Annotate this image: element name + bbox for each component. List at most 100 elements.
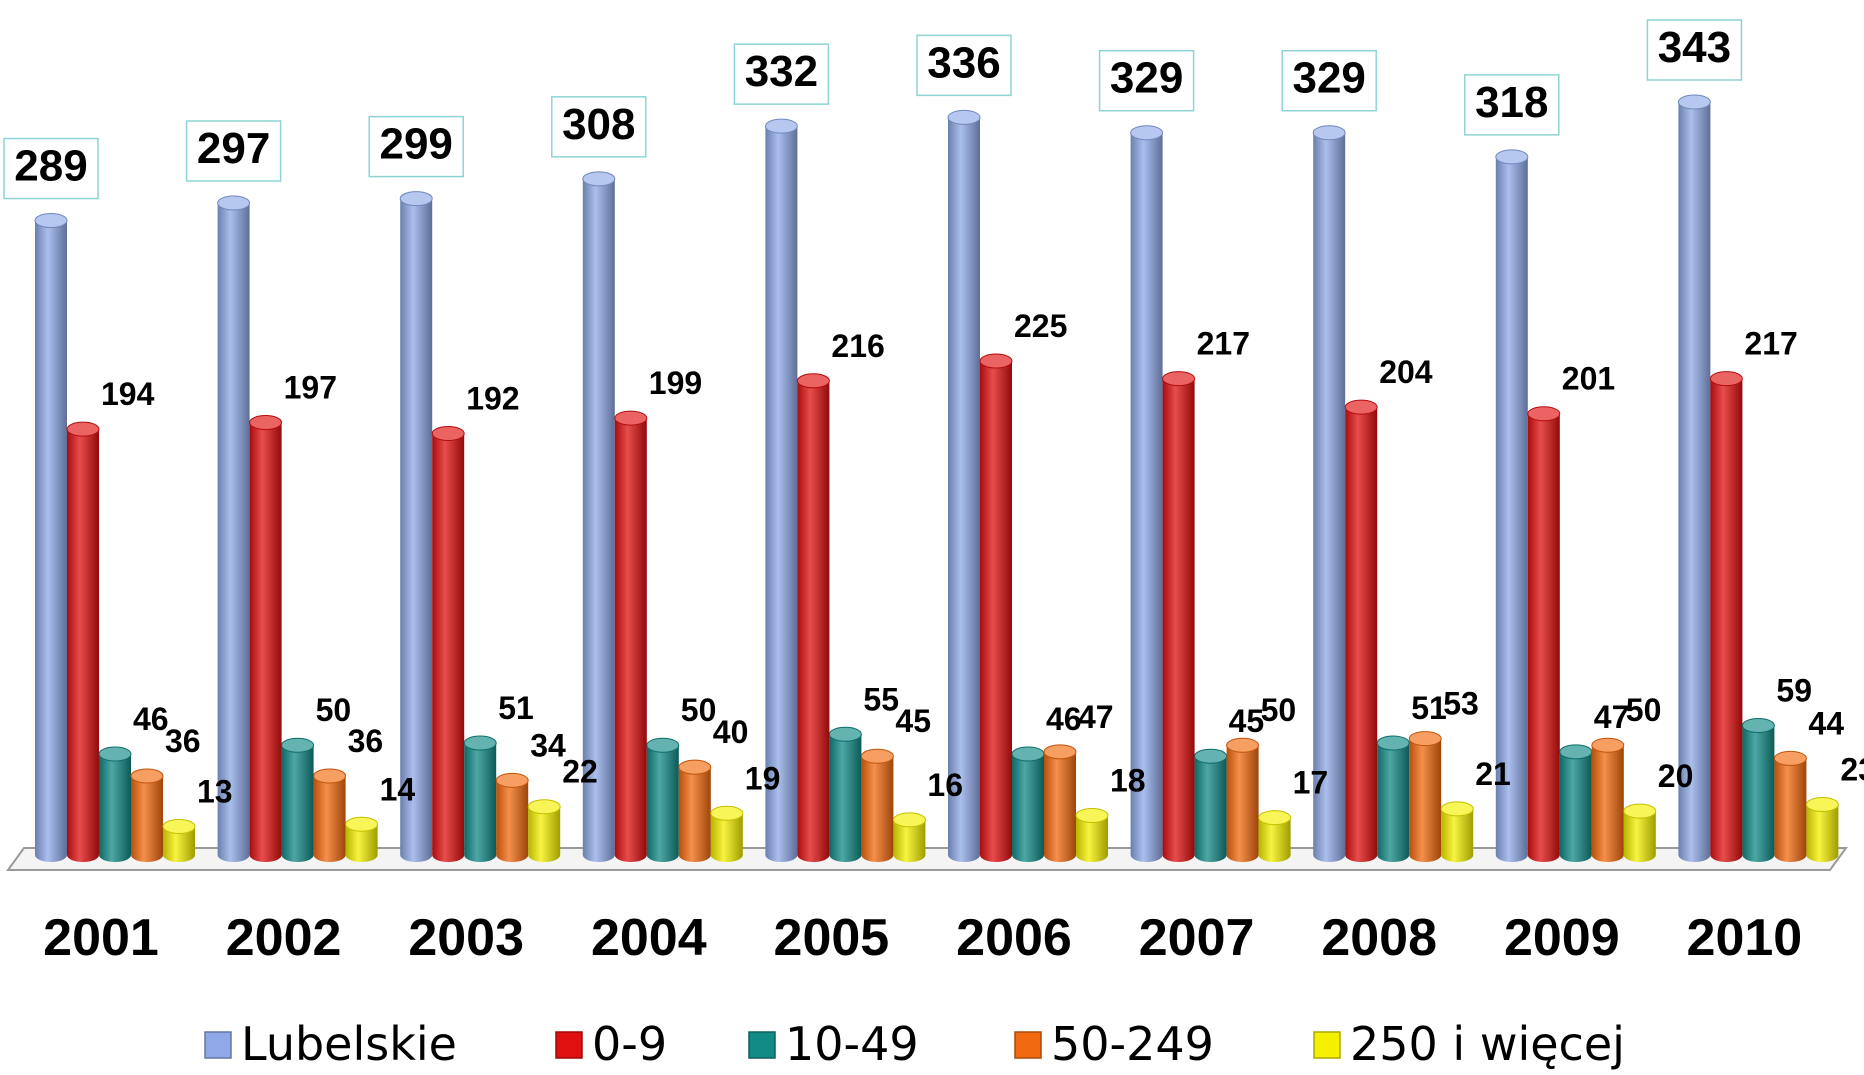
- bar-body: [1495, 156, 1528, 863]
- bar-cap: [1495, 149, 1529, 165]
- bar-0-9-2004: [614, 410, 648, 862]
- bar-body: [1806, 804, 1839, 862]
- bar-body: [765, 126, 798, 863]
- bar-10-49-2003: [463, 735, 497, 862]
- bar-body: [67, 429, 99, 862]
- legend-label: 250 i więcej: [1350, 1017, 1625, 1071]
- bar-body: [582, 178, 615, 862]
- bar-50-249-2006: [1043, 744, 1077, 862]
- value-label-50-249-2003: 34: [530, 727, 566, 763]
- legend-swatch: [555, 1031, 583, 1059]
- bar-cap: [463, 735, 497, 751]
- bar-cap: [1709, 371, 1743, 387]
- bar-body: [1345, 407, 1378, 862]
- bar-cap: [1623, 803, 1657, 819]
- value-label-0-9-2005: 216: [831, 328, 884, 364]
- bar-250-i-wi-cej-2003: [527, 799, 561, 862]
- bar-lubelskie-2004: [582, 171, 616, 862]
- bar-cap: [1258, 810, 1292, 826]
- legend-item-10-49: 10-49: [748, 1017, 919, 1071]
- value-label-250-i-wi-cej-2010: 23: [1840, 752, 1864, 788]
- legend-item-lubelskie: Lubelskie: [204, 1017, 457, 1071]
- value-label-lubelskie-2007: 329: [1098, 49, 1195, 112]
- category-label-2007: 2007: [1139, 909, 1255, 967]
- bar-10-49-2001: [98, 746, 132, 862]
- labels-layer: 2891944636132971975036142991925134223081…: [3, 19, 1864, 809]
- legend: Lubelskie 0-9 10-49 50-249 250 i więcej: [204, 1017, 1625, 1071]
- legend-swatch: [1313, 1031, 1341, 1059]
- bar-cap: [860, 748, 894, 764]
- bar-cap: [162, 818, 196, 834]
- bar-body: [1044, 751, 1076, 862]
- value-label-250-i-wi-cej-2004: 19: [745, 760, 781, 796]
- bar-body: [797, 380, 830, 862]
- legend-swatch: [748, 1031, 776, 1059]
- bar-body: [1623, 811, 1656, 862]
- bar-cap: [345, 816, 379, 832]
- value-label-50-249-2009: 50: [1626, 692, 1662, 728]
- value-label-0-9-2008: 204: [1379, 354, 1433, 390]
- bar-0-9-2006: [979, 353, 1013, 862]
- bar-body: [710, 813, 743, 862]
- value-label-lubelskie-2006: 336: [916, 34, 1012, 97]
- value-label-box: [1281, 49, 1377, 112]
- bar-0-9-2001: [66, 421, 100, 862]
- bar-body: [614, 418, 647, 862]
- bar-body: [1678, 102, 1711, 862]
- value-label-text: 308: [562, 100, 635, 149]
- bar-body: [1591, 745, 1624, 862]
- bar-250-i-wi-cej-2007: [1258, 810, 1292, 862]
- bar-50-249-2003: [495, 772, 529, 862]
- value-label-50-249-2006: 47: [1078, 699, 1114, 735]
- value-label-0-9-2009: 201: [1562, 361, 1615, 397]
- bar-0-9-2010: [1709, 371, 1743, 862]
- value-label-lubelskie-2005: 332: [733, 43, 830, 105]
- category-label-2002: 2002: [226, 909, 342, 967]
- legend-item-50-249: 50-249: [1014, 1017, 1214, 1071]
- bar-body: [99, 754, 131, 862]
- bar-50-249-2001: [130, 768, 164, 862]
- bar-body: [496, 780, 529, 862]
- value-label-50-249-2004: 40: [713, 714, 749, 750]
- bar-body: [678, 767, 711, 862]
- bar-body: [163, 826, 195, 862]
- bar-0-9-2009: [1527, 406, 1561, 862]
- value-label-text: 297: [197, 124, 270, 173]
- bar-cap: [1344, 399, 1378, 415]
- bar-lubelskie-2003: [399, 191, 433, 863]
- bar-250-i-wi-cej-2006: [1075, 807, 1109, 862]
- bar-cap: [710, 805, 744, 821]
- category-label-2003: 2003: [408, 909, 524, 967]
- bar-cap: [313, 768, 347, 784]
- bar-50-249-2010: [1773, 750, 1807, 862]
- bar-cap: [495, 772, 529, 788]
- bar-body: [400, 198, 433, 863]
- legend-label: 10-49: [785, 1017, 919, 1071]
- bar-body: [1076, 815, 1108, 862]
- bar-body: [1377, 743, 1410, 862]
- bar-cap: [796, 373, 830, 389]
- bar-cap: [1559, 744, 1593, 760]
- bar-cap: [1312, 125, 1346, 141]
- bar-cap: [1773, 750, 1807, 766]
- bar-body: [893, 819, 926, 862]
- bar-body: [217, 202, 250, 863]
- bar-cap: [614, 410, 648, 426]
- bar-cap: [130, 768, 164, 784]
- value-label-50-249-2010: 44: [1808, 705, 1844, 741]
- bar-body: [464, 743, 497, 862]
- bar-lubelskie-2001: [34, 213, 68, 863]
- bar-10-49-2002: [281, 737, 315, 862]
- bar-cap: [1194, 748, 1228, 764]
- legend-swatch: [1014, 1031, 1042, 1059]
- category-label-2010: 2010: [1687, 909, 1803, 967]
- value-label-0-9-2006: 225: [1014, 308, 1067, 344]
- value-label-250-i-wi-cej-2008: 21: [1475, 756, 1511, 792]
- value-label-lubelskie-2001: 289: [3, 137, 99, 200]
- bar-cap: [646, 737, 680, 753]
- value-label-lubelskie-2009: 318: [1464, 74, 1560, 136]
- value-label-lubelskie-2004: 308: [551, 96, 647, 158]
- bar-body: [646, 745, 679, 862]
- value-label-box: [368, 115, 464, 178]
